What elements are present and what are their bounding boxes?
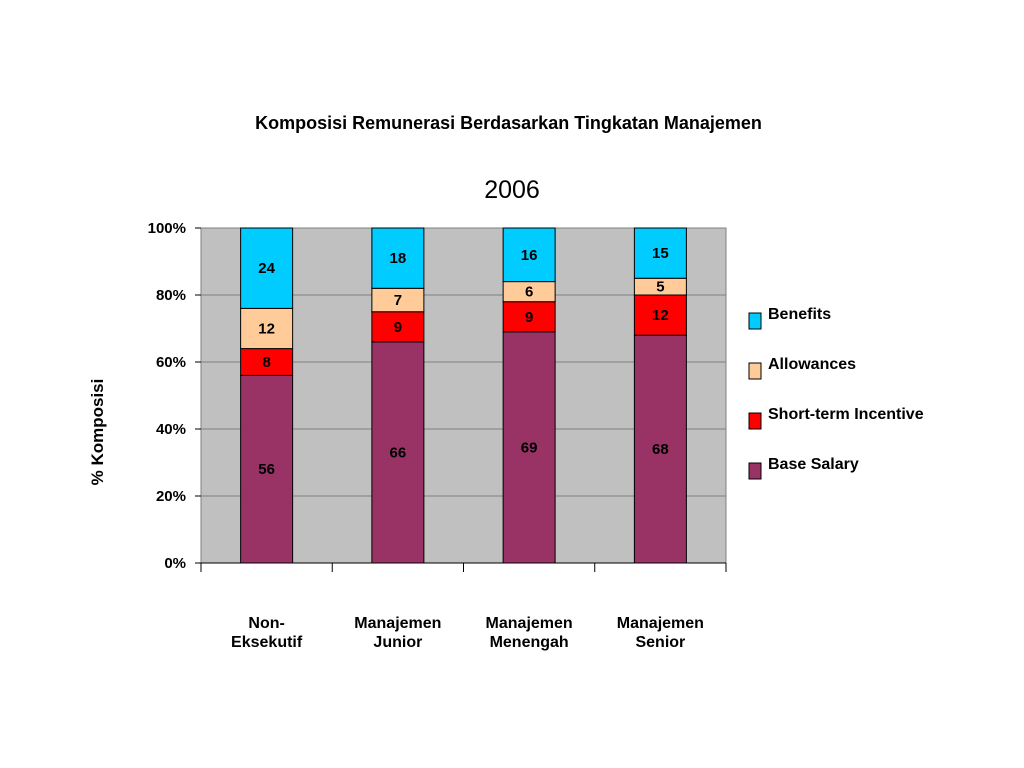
- x-category-label: Manajemen: [486, 615, 573, 632]
- x-category-label: Junior: [373, 634, 422, 651]
- y-tick-label: 80%: [156, 287, 186, 304]
- data-label: 69: [521, 439, 538, 456]
- chart-subtitle: 2006: [484, 176, 540, 204]
- bar-segment-base-salary: [633, 334, 687, 564]
- bar-segment-base-salary: [371, 341, 425, 564]
- data-label: 8: [262, 354, 270, 371]
- data-label: 6: [525, 284, 533, 301]
- legend-swatch-base-salary: [748, 462, 762, 480]
- y-tick-label: 100%: [148, 220, 186, 237]
- data-label: 7: [394, 292, 402, 309]
- bars-group: 56 8 12 24 66 9 7 18 69 9 6 16 68 12 5 15: [240, 227, 687, 564]
- x-category-label: Menengah: [490, 634, 569, 651]
- bar-segment-short-term-incentive: [633, 294, 687, 336]
- x-category-label: Manajemen: [354, 615, 441, 632]
- legend-swatch-allowances: [748, 362, 762, 380]
- legend-swatch-short-term-incentive: [748, 412, 762, 430]
- bar-segment-benefits: [502, 227, 556, 283]
- y-tick-label: 0%: [164, 555, 186, 572]
- x-category-label: Eksekutif: [231, 634, 303, 651]
- bar-segment-base-salary: [240, 374, 294, 564]
- bar-segment-allowances: [240, 307, 294, 350]
- y-axis-label: % Komposisi: [88, 379, 107, 486]
- data-label: 56: [258, 461, 275, 478]
- legend-label: Benefits: [768, 306, 831, 323]
- y-tick-label: 60%: [156, 354, 186, 371]
- data-label: 18: [390, 250, 407, 267]
- x-axis: Non- Eksekutif Manajemen Junior Manajemen Men…: [200, 562, 727, 651]
- data-label: 66: [390, 444, 407, 461]
- data-label: 24: [258, 260, 275, 277]
- data-label: 16: [521, 247, 538, 264]
- y-tick-label: 20%: [156, 488, 186, 505]
- y-axis: 0% 20% 40% 60% 80% 100% % Komposisi: [88, 220, 202, 572]
- data-label: 5: [656, 279, 664, 296]
- bar-segment-base-salary: [502, 331, 556, 564]
- x-category-label: Senior: [635, 634, 685, 651]
- chart-title: Komposisi Remunerasi Berdasarkan Tingkat…: [255, 113, 762, 133]
- bar-segment-benefits: [371, 227, 425, 289]
- x-category-label: Manajemen: [617, 615, 704, 632]
- y-tick-label: 40%: [156, 421, 186, 438]
- data-label: 12: [258, 321, 275, 338]
- bar-segment-short-term-incentive: [502, 301, 556, 333]
- data-label: 9: [525, 309, 533, 326]
- data-label: 12: [652, 307, 669, 324]
- legend-label: Short-term Incentive: [768, 406, 924, 423]
- bar-segment-benefits: [633, 227, 687, 279]
- data-label: 68: [652, 441, 669, 458]
- x-category-label: Non-: [248, 615, 284, 632]
- data-label: 15: [652, 245, 669, 262]
- legend-label: Allowances: [768, 356, 856, 373]
- bar-segment-short-term-incentive: [371, 311, 425, 343]
- legend: Benefits Allowances Short-term Incentive Ba…: [748, 306, 924, 480]
- legend-swatch-benefits: [748, 312, 762, 330]
- data-label: 9: [394, 319, 402, 336]
- bar-segment-benefits: [240, 227, 294, 309]
- legend-label: Base Salary: [768, 456, 859, 473]
